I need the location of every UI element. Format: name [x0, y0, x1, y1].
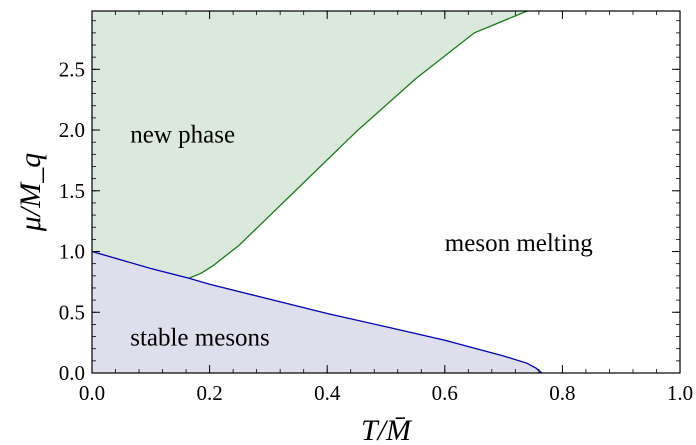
- blue-boundary-line: [91, 250, 543, 374]
- stable-mesons-region: [92, 251, 542, 373]
- y-tick-label: 0.0: [59, 361, 85, 385]
- x-tick-label: 0.4: [314, 381, 341, 405]
- region-label: new phase: [130, 122, 235, 149]
- region-label: stable mesons: [130, 325, 270, 352]
- y-tick-label: 2.5: [59, 57, 85, 81]
- x-axis-label: T/M̄: [361, 414, 413, 445]
- green-boundary-line: [188, 10, 528, 279]
- new-phase-region: [92, 11, 528, 279]
- x-tick-label: 0.6: [432, 381, 458, 405]
- x-tick-label: 0.0: [79, 381, 105, 405]
- x-tick-label: 0.8: [549, 381, 575, 405]
- y-tick-label: 2.0: [59, 118, 85, 142]
- y-tick-label: 0.5: [59, 300, 85, 324]
- plot-frame: [91, 10, 681, 374]
- y-tick-label: 1.0: [59, 240, 85, 264]
- y-tick-label: 1.5: [59, 179, 85, 203]
- x-tick-label: 0.2: [196, 381, 222, 405]
- y-axis-label: μ/M_q: [14, 153, 47, 232]
- x-tick-label: 1.0: [667, 381, 693, 405]
- region-label: meson melting: [445, 230, 593, 257]
